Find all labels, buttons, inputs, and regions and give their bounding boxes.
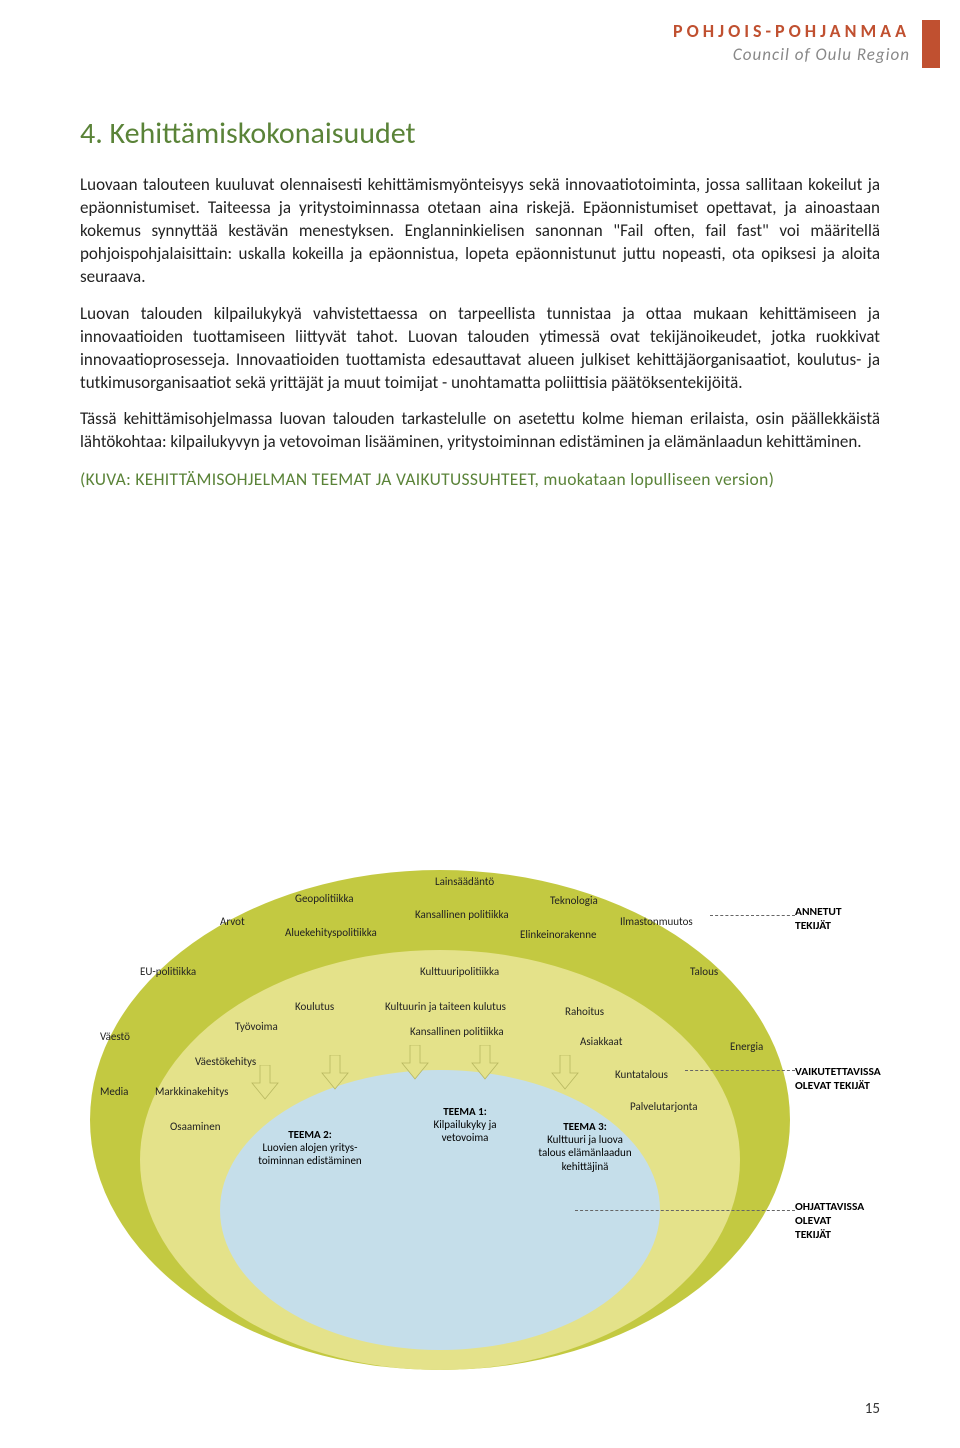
header-title: POHJOIS-POHJANMAA [673, 20, 910, 42]
outer-label: EU-politiikka [140, 965, 196, 978]
middle-label: Kulttuuripolitiikka [420, 965, 499, 978]
outer-label: Arvot [220, 915, 245, 928]
main-content: 4. Kehittämiskokonaisuudet Luovaan talou… [80, 115, 880, 490]
middle-label: Palvelutarjonta [630, 1100, 697, 1113]
outer-label: Lainsäädäntö [435, 875, 494, 888]
side-label: ANNETUTTEKIJÄT [795, 905, 842, 933]
outer-label: Media [100, 1085, 128, 1098]
outer-label: Talous [690, 965, 718, 978]
teema-block: TEEMA 2:Luovien alojen yritys-toiminnan … [245, 1128, 375, 1168]
down-arrow-icon [400, 1045, 430, 1080]
paragraph-3: Tässä kehittämisohjelmassa luovan taloud… [80, 408, 880, 454]
middle-label: Asiakkaat [580, 1035, 622, 1048]
dash-line-3 [575, 1210, 795, 1211]
header-accent-bar [922, 20, 940, 68]
middle-label: Väestökehitys [195, 1055, 256, 1068]
outer-label: Väestö [100, 1030, 130, 1043]
section-heading: 4. Kehittämiskokonaisuudet [80, 115, 880, 152]
page-number: 15 [865, 1400, 880, 1418]
teema-block: TEEMA 1:Kilpailukyky javetovoima [400, 1105, 530, 1145]
down-arrow-icon [320, 1055, 350, 1090]
outer-label: Teknologia [550, 894, 598, 907]
down-arrow-icon [550, 1055, 580, 1090]
outer-label: Elinkeinorakenne [520, 928, 596, 941]
side-label: VAIKUTETTAVISSAOLEVAT TEKIJÄT [795, 1065, 881, 1093]
outer-label: Aluekehityspolitiikka [285, 926, 377, 939]
dash-line-1 [710, 915, 795, 916]
figure-caption: (KUVA: KEHITTÄMISOHJELMAN TEEMAT JA VAIK… [80, 468, 880, 490]
outer-label: Ilmastonmuutos [620, 915, 693, 928]
middle-label: Kuntatalous [615, 1068, 668, 1081]
middle-label: Koulutus [295, 1000, 334, 1013]
header: POHJOIS-POHJANMAA Council of Oulu Region [673, 20, 910, 65]
middle-label: Osaaminen [170, 1120, 220, 1133]
down-arrow-icon [470, 1045, 500, 1080]
outer-label: Kansallinen politiikka [415, 908, 509, 921]
outer-label: Geopolitiikka [295, 892, 354, 905]
header-subtitle: Council of Oulu Region [673, 44, 910, 65]
middle-label: Työvoima [235, 1020, 278, 1033]
paragraph-1: Luovaan talouteen kuuluvat olennaisesti … [80, 174, 880, 289]
middle-label: Kultuurin ja taiteen kulutus [385, 1000, 506, 1013]
teema-block: TEEMA 3:Kulttuuri ja luovatalous elämänl… [520, 1120, 650, 1173]
side-label: OHJATTAVISSAOLEVATTEKIJÄT [795, 1200, 864, 1242]
diagram: Lainsäädäntö Geopolitiikka Teknologia Kansa… [50, 870, 910, 1370]
middle-label: Kansallinen politiikka [410, 1025, 504, 1038]
middle-label: Markkinakehitys [155, 1085, 228, 1098]
paragraph-2: Luovan talouden kilpailukykyä vahvistett… [80, 303, 880, 395]
outer-label: Energia [730, 1040, 763, 1053]
dash-line-2 [685, 1070, 795, 1071]
down-arrow-icon [250, 1065, 280, 1100]
middle-label: Rahoitus [565, 1005, 604, 1018]
